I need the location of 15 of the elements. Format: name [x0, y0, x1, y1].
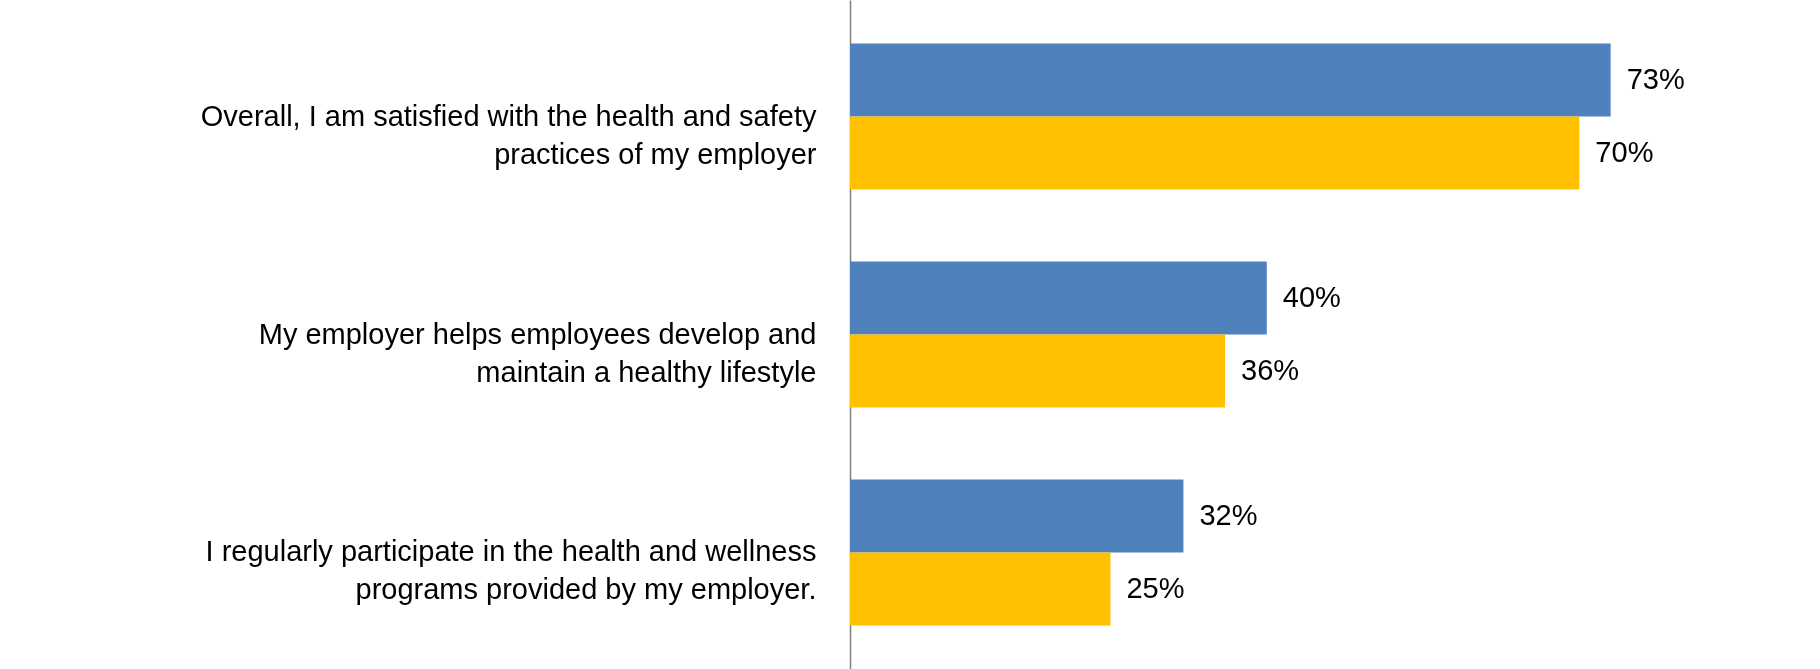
data-label: 73%	[1626, 63, 1685, 96]
y-tick-label: I regularly participate in the health and wellness programs provided by my employer.	[205, 535, 817, 606]
data-label: 32%	[1199, 498, 1258, 531]
y-tick-label: My employer helps employees develop and maintain a healthy lifestyle	[258, 317, 817, 388]
bar	[850, 261, 1267, 335]
data-label: 36%	[1241, 354, 1300, 386]
bar	[850, 43, 1611, 117]
bar	[850, 116, 1580, 190]
data-label: 25%	[1126, 571, 1185, 604]
bar	[850, 334, 1226, 408]
data-label: 70%	[1595, 136, 1654, 169]
bar	[850, 479, 1184, 553]
data-label: 40%	[1282, 281, 1341, 313]
y-tick-label: Overall, I am satisfied with the health and safety practices of my employer	[200, 99, 817, 170]
bar	[850, 552, 1111, 626]
